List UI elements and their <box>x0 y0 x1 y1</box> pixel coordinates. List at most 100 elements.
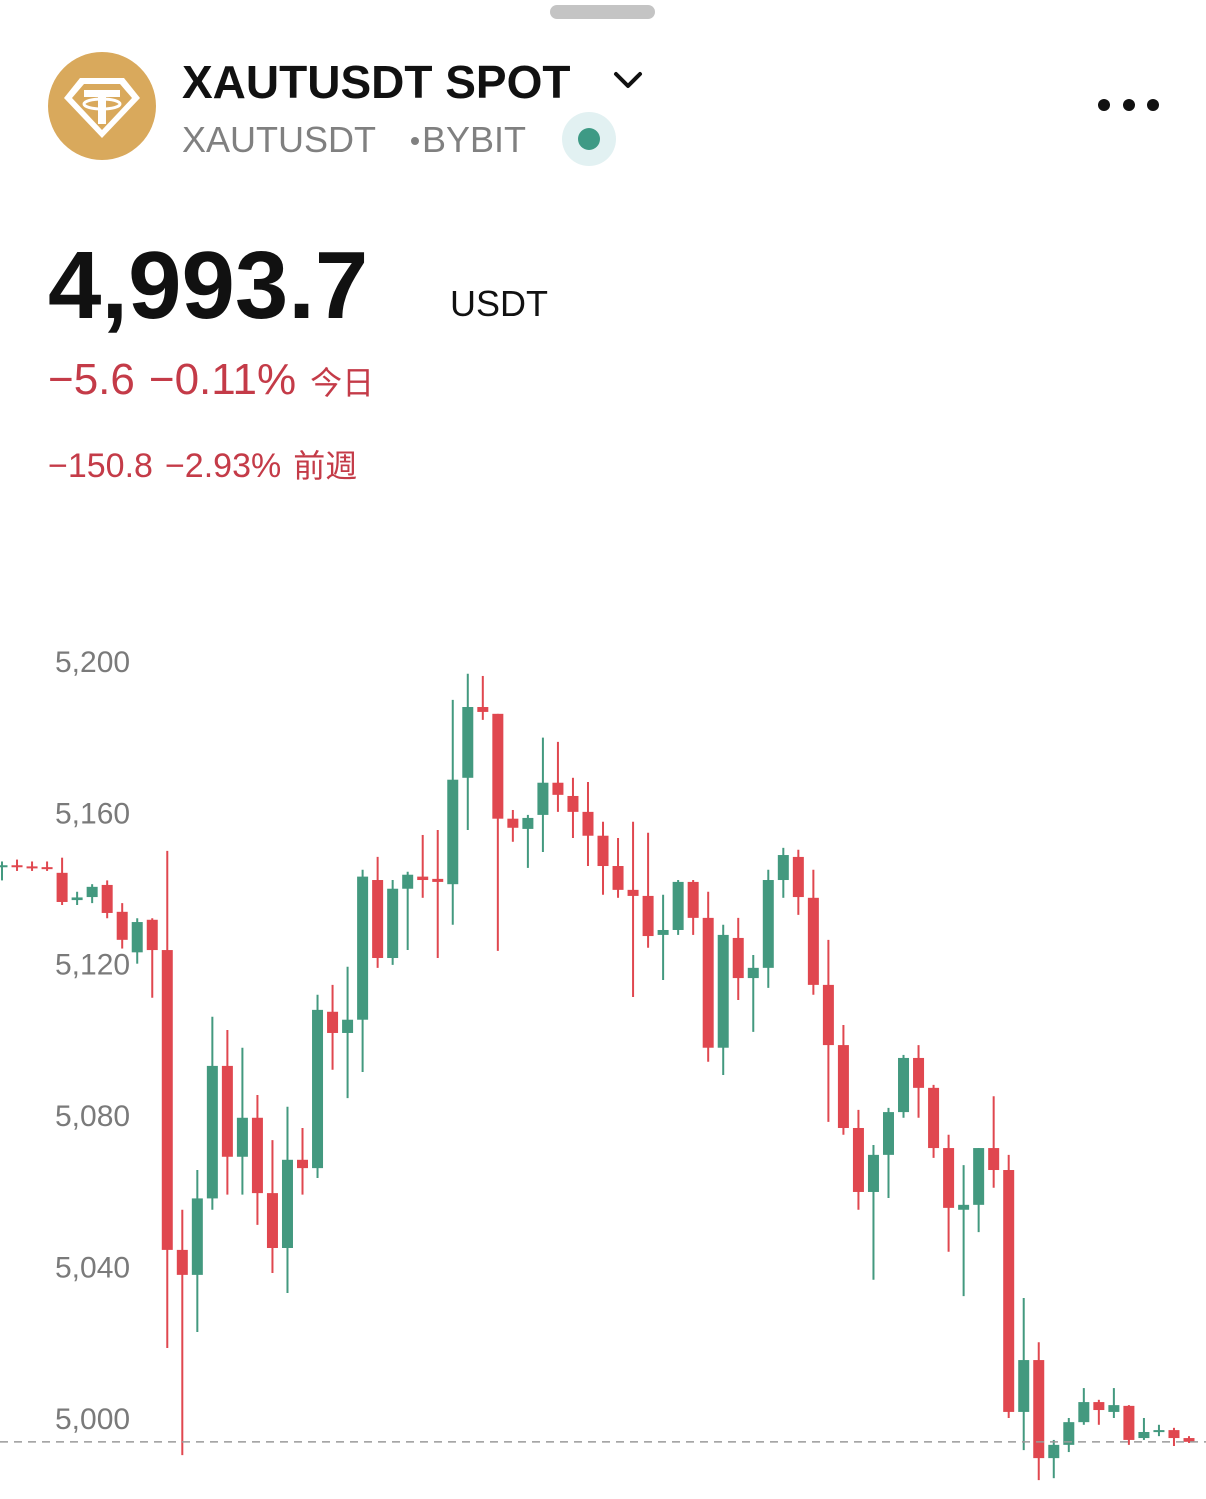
candle-body <box>792 856 804 898</box>
candle-body <box>1018 1360 1030 1412</box>
candle-body <box>11 865 23 868</box>
exchange: BYBIT <box>422 119 526 160</box>
more-menu[interactable] <box>1098 99 1159 111</box>
candle-body <box>657 929 669 935</box>
candle-body <box>958 1204 970 1210</box>
candle-body <box>146 919 158 951</box>
candle-body <box>1168 1430 1180 1439</box>
subtitle: XAUTUSDT BYBIT <box>182 119 526 160</box>
candle-body <box>1138 1431 1150 1439</box>
grabber[interactable] <box>550 5 655 19</box>
candle-body <box>176 1249 188 1275</box>
candle-body <box>732 937 744 979</box>
y-tick-label: 5,120 <box>55 949 130 982</box>
candle-body <box>357 876 369 1020</box>
candle-body <box>777 855 789 881</box>
dropdown-chevron[interactable] <box>614 72 642 88</box>
candle-body <box>1033 1360 1045 1459</box>
candle-body <box>477 707 489 712</box>
candle-body <box>251 1117 263 1194</box>
candle-body <box>41 867 53 870</box>
candle-body <box>898 1057 910 1113</box>
candle-body <box>236 1117 248 1157</box>
candle-body <box>432 878 444 882</box>
candle-body <box>642 895 654 937</box>
candle-body <box>1153 1430 1165 1433</box>
candle-body <box>1093 1402 1105 1411</box>
day-change: −5.6 −0.11% 今日 <box>48 355 374 404</box>
candle-body <box>672 881 684 930</box>
symbol: XAUTUSDT <box>182 119 376 160</box>
candle-body <box>1183 1438 1195 1442</box>
day-label: 今日 <box>310 365 374 401</box>
week-label: 前週 <box>293 448 357 484</box>
candle-body <box>988 1148 1000 1171</box>
candle-body <box>1123 1405 1135 1440</box>
candle-body <box>71 897 83 901</box>
status-dot <box>578 128 600 150</box>
candle-body <box>1003 1170 1015 1412</box>
day-change-pct: −0.11% <box>149 355 296 404</box>
y-tick-label: 5,200 <box>55 646 130 679</box>
candle-body <box>928 1087 940 1149</box>
candle-body <box>913 1057 925 1088</box>
week-change-abs: −150.8 <box>48 447 153 485</box>
candle-body <box>507 818 519 828</box>
candle-body <box>852 1127 864 1192</box>
candle-body <box>807 897 819 985</box>
currency: USDT <box>450 283 548 324</box>
candle-body <box>116 911 128 940</box>
candle-body <box>221 1065 233 1157</box>
candle-body <box>206 1065 218 1199</box>
day-change-abs: −5.6 <box>48 355 135 404</box>
candle-body <box>297 1159 309 1169</box>
y-tick-label: 5,040 <box>55 1252 130 1285</box>
candle-body <box>86 886 98 898</box>
candle-body <box>1048 1444 1060 1459</box>
candle-body <box>943 1148 955 1208</box>
candle-body <box>522 817 534 829</box>
candle-body <box>747 967 759 979</box>
candle-body <box>417 876 429 881</box>
candle-body <box>0 865 8 868</box>
y-tick-label: 5,160 <box>55 797 130 830</box>
y-tick-label: 5,000 <box>55 1403 130 1436</box>
candle-body <box>1078 1402 1090 1423</box>
candle-body <box>762 880 774 968</box>
candle-body <box>973 1148 985 1205</box>
candle-body <box>462 707 474 778</box>
candle-body <box>597 835 609 867</box>
logo <box>48 52 156 160</box>
candle-body <box>702 917 714 1048</box>
candle-body <box>822 984 834 1046</box>
candle-body <box>447 779 459 885</box>
candle-body <box>342 1019 354 1033</box>
candle-body <box>402 874 414 889</box>
candle-body <box>26 866 38 869</box>
candle-body <box>191 1198 203 1275</box>
last-price: 4,993.7 <box>48 232 368 339</box>
candle-body <box>567 795 579 812</box>
candle-body <box>161 950 173 1250</box>
candle-body <box>387 888 399 959</box>
week-change: −150.8 −2.93% 前週 <box>48 447 357 485</box>
candle-body <box>372 880 384 959</box>
candle-body <box>101 884 113 913</box>
candlestick-chart: 5,200 5,160 5,120 5,080 5,040 5,000 <box>0 646 1206 1481</box>
y-tick-label: 5,080 <box>55 1100 130 1133</box>
separator-dot <box>411 137 419 145</box>
candle-body <box>882 1112 894 1155</box>
candle-body <box>837 1045 849 1128</box>
candle-body <box>327 1011 339 1033</box>
symbol-title[interactable]: XAUTUSDT SPOT <box>182 56 570 108</box>
candle-body <box>582 811 594 836</box>
candle-body <box>627 889 639 896</box>
candle-body <box>537 782 549 815</box>
candle-body <box>1063 1422 1075 1445</box>
candle-body <box>1108 1405 1120 1412</box>
candle-body <box>56 872 68 902</box>
week-change-pct: −2.93% <box>165 447 281 485</box>
candle-body <box>281 1159 293 1249</box>
